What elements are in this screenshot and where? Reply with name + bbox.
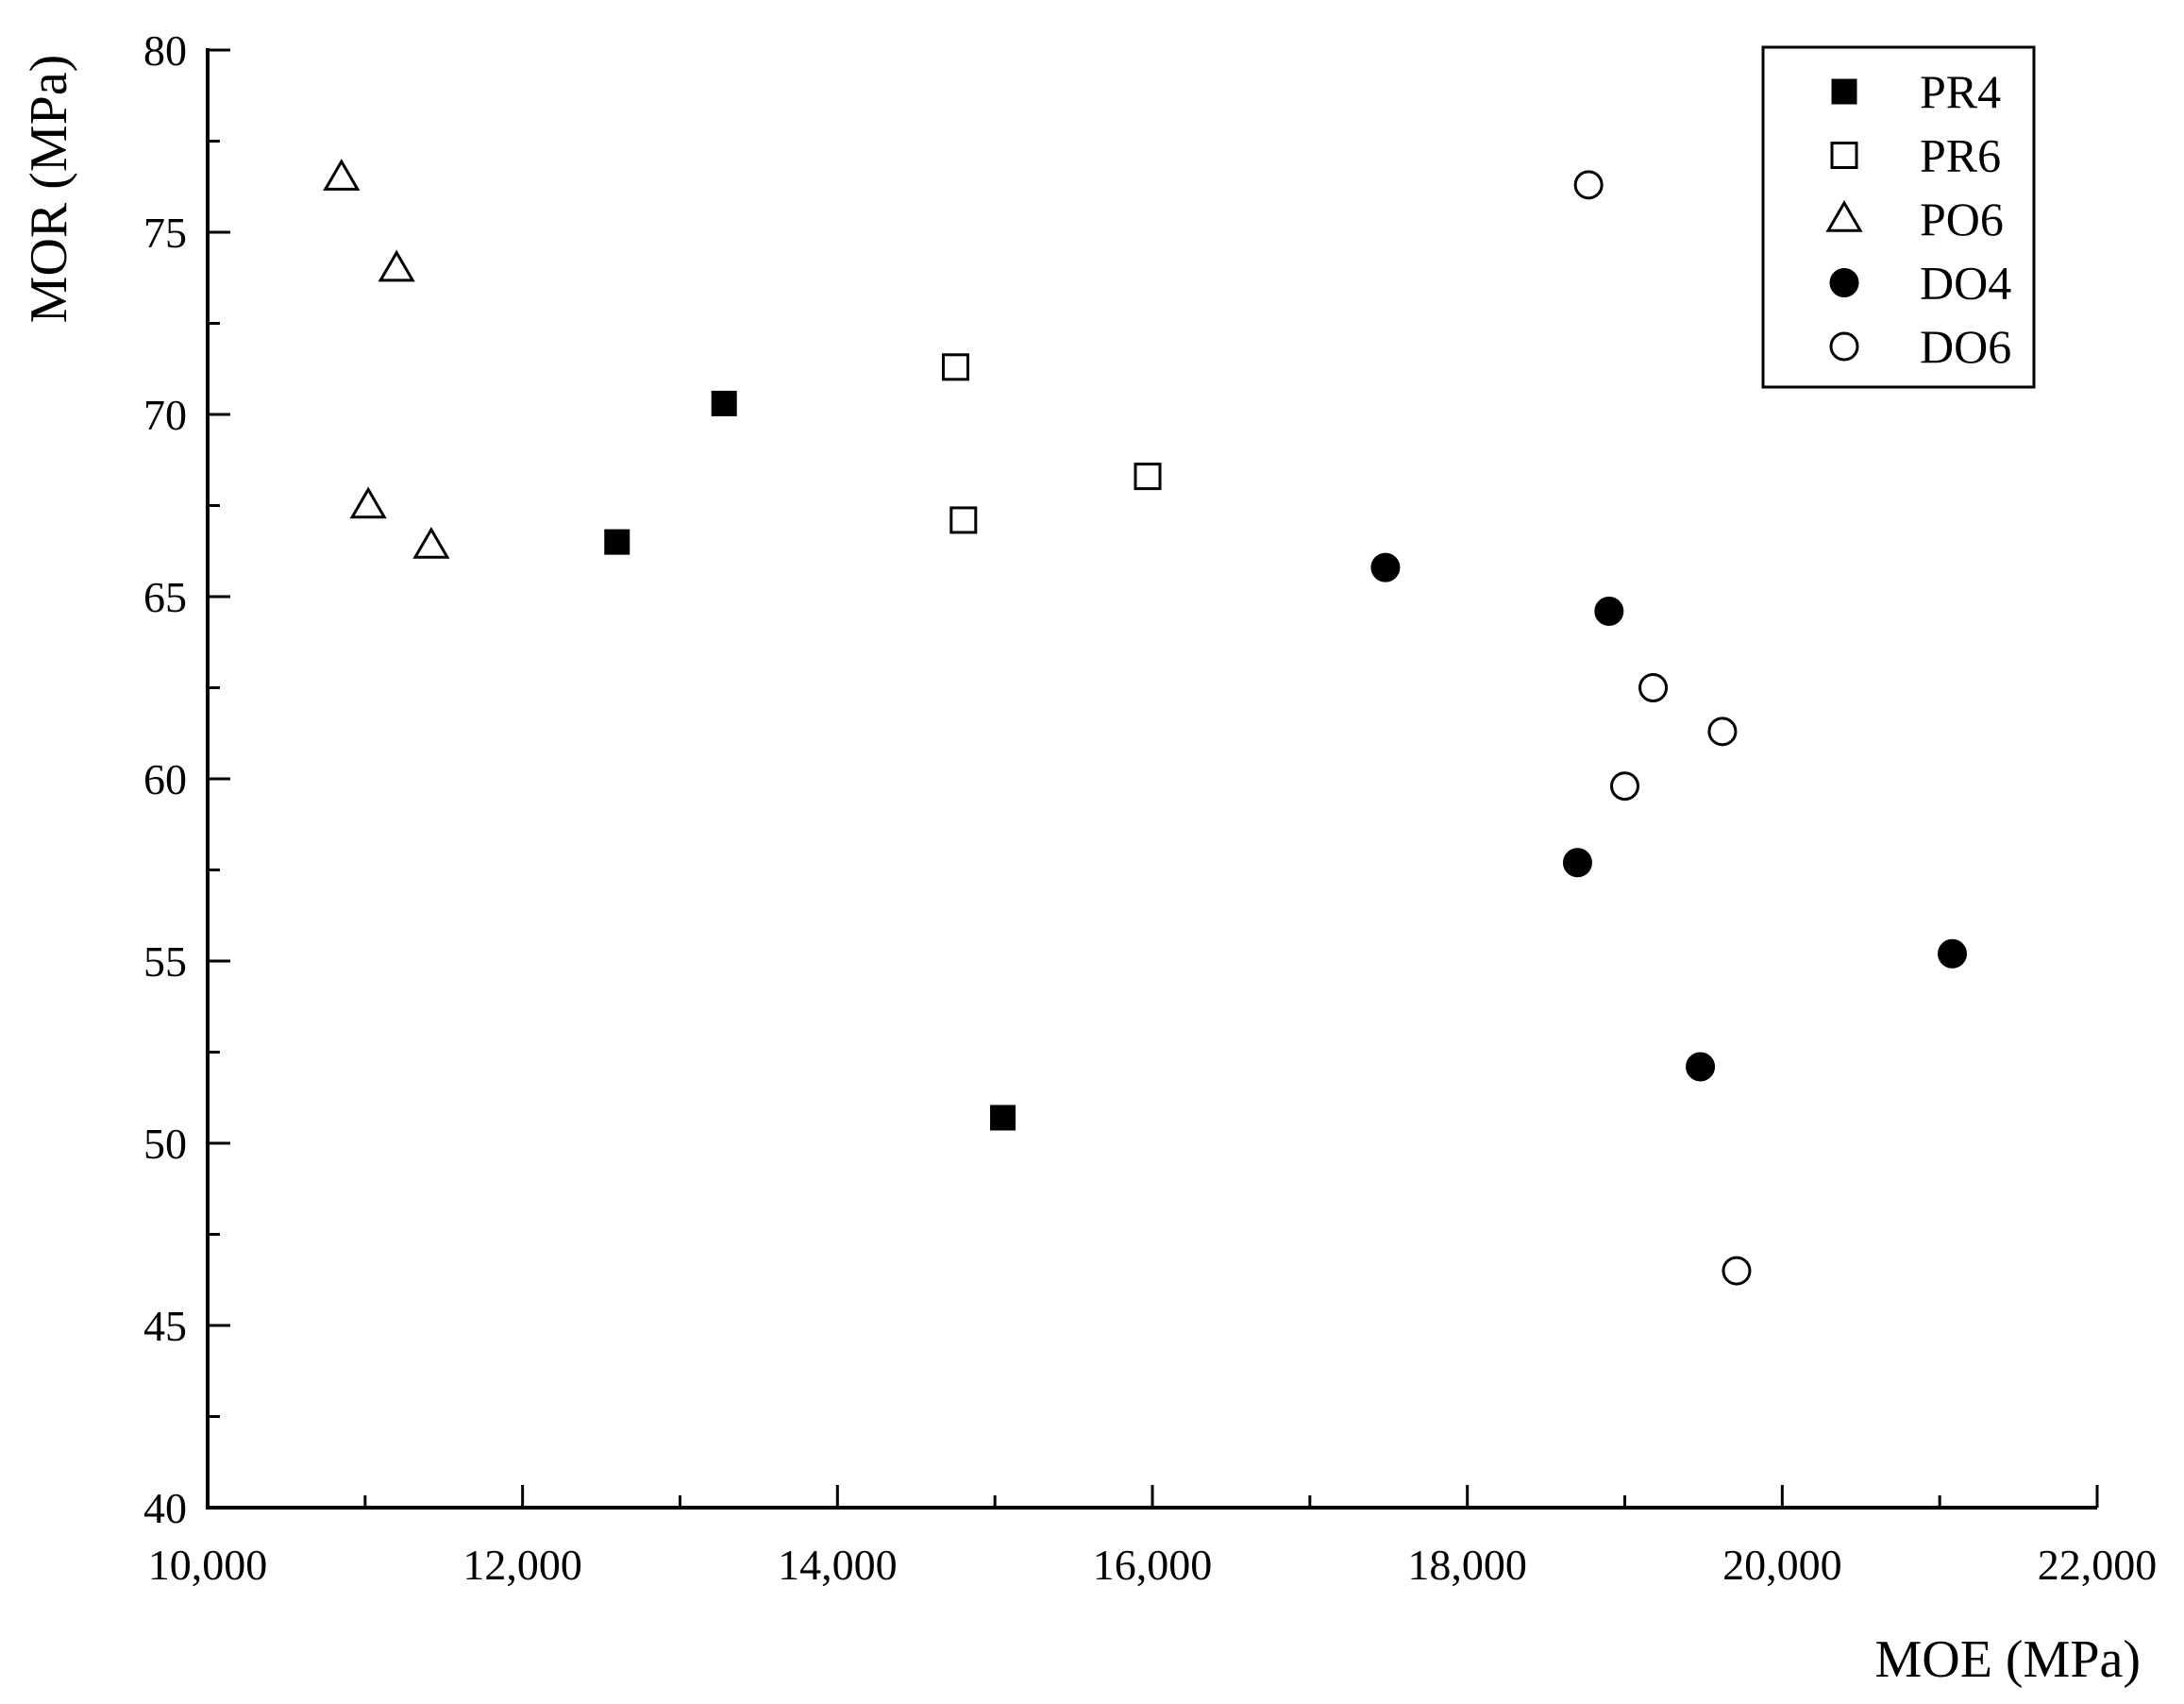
data-point-do6 <box>1638 673 1669 702</box>
data-point-pr4 <box>604 529 630 555</box>
data-point-do4 <box>1370 552 1401 582</box>
y-tick-label: 60 <box>143 755 187 803</box>
legend-item-pr4: PR4 <box>1831 65 2001 118</box>
data-point-pr6 <box>949 506 978 534</box>
data-point-do4 <box>1562 848 1592 878</box>
x-tick-label: 22,000 <box>2038 1541 2158 1589</box>
data-point-po6 <box>323 159 361 191</box>
data-point-do4 <box>1594 596 1624 626</box>
series-pr6 <box>941 353 1162 534</box>
data-point-po6 <box>412 526 450 559</box>
series-do6 <box>1573 170 1752 1286</box>
x-tick-label: 20,000 <box>1722 1541 1842 1589</box>
legend-label-pr4: PR4 <box>1920 65 2001 118</box>
x-tick-label: 14,000 <box>778 1541 898 1589</box>
data-point-do4 <box>1938 938 1968 969</box>
data-point-pr6 <box>1134 463 1162 491</box>
data-point-do4 <box>1686 1052 1716 1082</box>
x-tick-label: 10,000 <box>148 1541 268 1589</box>
y-tick-label: 45 <box>143 1302 187 1350</box>
legend-item-pr6: PR6 <box>1830 129 2001 182</box>
y-tick-label: 40 <box>143 1484 187 1532</box>
legend-item-do4: DO4 <box>1829 257 2011 310</box>
y-tick-label: 55 <box>143 937 187 986</box>
y-tick-label: 70 <box>143 391 187 439</box>
data-point-pr6 <box>941 353 969 381</box>
legend-label-do6: DO6 <box>1920 320 2011 373</box>
x-tick-label: 12,000 <box>462 1541 582 1589</box>
data-point-po6 <box>378 249 415 282</box>
y-tick-label: 50 <box>143 1120 187 1168</box>
data-point-pr4 <box>990 1105 1016 1131</box>
data-point-pr4 <box>711 390 737 416</box>
series-pr4 <box>604 390 1016 1131</box>
y-tick-label: 65 <box>143 573 187 621</box>
legend-label-do4: DO4 <box>1920 257 2011 310</box>
legend-item-po6: PO6 <box>1825 193 2004 245</box>
legend-label-pr6: PR6 <box>1920 129 2001 182</box>
x-tick-label: 18,000 <box>1407 1541 1527 1589</box>
legend-marker-do4 <box>1829 268 1859 297</box>
axes: 10,000 12,000 14,000 16,000 18,000 20,000 22,0… <box>143 26 2157 1589</box>
legend-item-do6: DO6 <box>1829 320 2011 373</box>
series-do4 <box>1370 552 1968 1082</box>
data-point-do6 <box>1610 771 1639 801</box>
x-tick-label: 16,000 <box>1093 1541 1213 1589</box>
y-tick-label: 75 <box>143 209 187 257</box>
data-points <box>323 159 1968 1286</box>
y-tick-label: 80 <box>143 26 187 75</box>
y-axis-title: MOR (MPa) <box>20 55 78 324</box>
data-point-do6 <box>1573 170 1604 200</box>
data-point-po6 <box>349 486 387 519</box>
legend-label-po6: PO6 <box>1920 193 2004 245</box>
series-po6 <box>323 159 450 559</box>
legend-marker-pr6 <box>1830 142 1858 169</box>
legend-marker-pr4 <box>1831 78 1857 105</box>
data-point-do6 <box>1722 1256 1752 1286</box>
x-axis-title: MOE (MPa) <box>1874 1630 2141 1689</box>
data-point-do6 <box>1707 717 1738 747</box>
legend-marker-po6 <box>1825 200 1863 232</box>
legend-box <box>1761 45 2036 389</box>
legend-marker-do6 <box>1829 331 1859 362</box>
legend: PR4 PR6 PO6 DO4 DO6 <box>1761 45 2036 389</box>
